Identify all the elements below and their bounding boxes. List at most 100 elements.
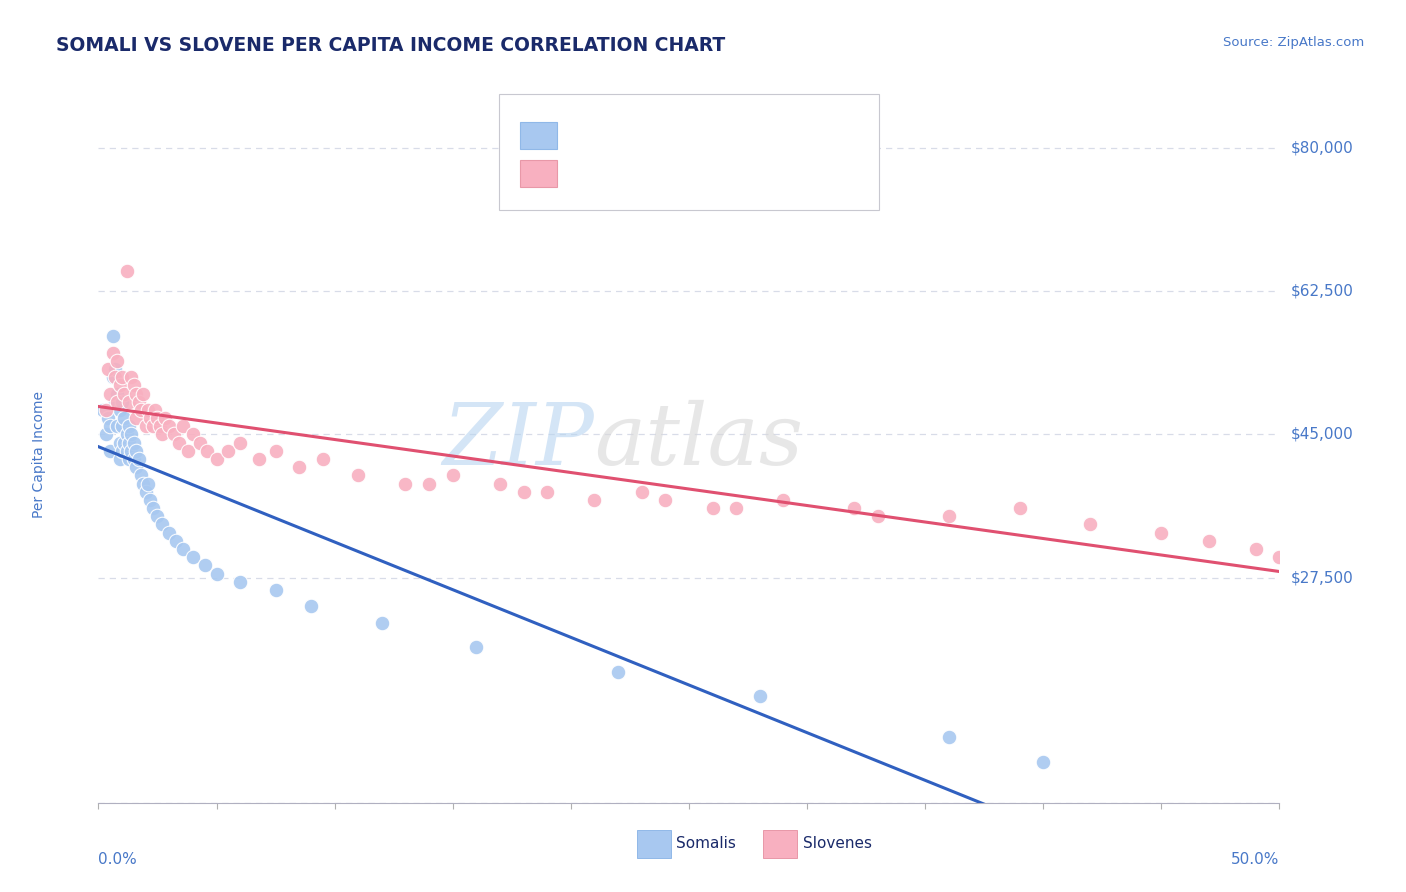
Point: [844, 501, 866, 516]
Point: [181, 427, 204, 442]
Point: [101, 370, 124, 384]
Text: $45,000: $45,000: [1291, 427, 1354, 442]
Point: [264, 582, 287, 597]
Point: [125, 460, 148, 475]
Text: $80,000: $80,000: [1291, 140, 1354, 155]
Point: [394, 476, 416, 491]
Point: [128, 394, 150, 409]
Point: [121, 427, 143, 442]
Point: [118, 394, 141, 409]
Text: 54: 54: [709, 128, 730, 143]
Point: [101, 329, 124, 343]
Point: [205, 452, 228, 467]
Point: [118, 452, 141, 467]
Point: [139, 492, 162, 507]
Text: Per Capita Income: Per Capita Income: [32, 392, 46, 518]
Text: R =: R =: [568, 166, 602, 181]
Text: SOMALI VS SLOVENE PER CAPITA INCOME CORRELATION CHART: SOMALI VS SLOVENE PER CAPITA INCOME CORR…: [56, 36, 725, 54]
Point: [136, 476, 159, 491]
Point: [105, 394, 128, 409]
Text: atlas: atlas: [595, 400, 804, 483]
Point: [118, 435, 141, 450]
Point: [139, 411, 162, 425]
Point: [94, 427, 117, 442]
Point: [163, 427, 186, 442]
Point: [172, 542, 194, 557]
Point: [748, 690, 770, 704]
Point: [654, 492, 676, 507]
Point: [264, 443, 287, 458]
Point: [465, 640, 488, 655]
Point: [150, 427, 173, 442]
Point: [217, 443, 239, 458]
Text: N =: N =: [673, 128, 707, 143]
Point: [181, 550, 204, 565]
Point: [149, 419, 172, 434]
Point: [135, 484, 157, 499]
Point: [108, 452, 131, 467]
Point: [104, 394, 127, 409]
Point: [121, 370, 143, 384]
Point: [129, 403, 152, 417]
Text: 50.0%: 50.0%: [1232, 852, 1279, 866]
Point: [125, 386, 148, 401]
Point: [132, 476, 155, 491]
Point: [136, 403, 159, 417]
Point: [607, 665, 630, 679]
Point: [229, 574, 252, 589]
Point: [94, 403, 117, 417]
Point: [104, 370, 127, 384]
Point: [157, 525, 180, 540]
Point: [194, 558, 217, 573]
Point: [167, 435, 190, 450]
Point: [105, 386, 128, 401]
Point: [97, 411, 120, 425]
Point: [702, 501, 724, 516]
Text: 0.0%: 0.0%: [98, 852, 138, 866]
Point: [489, 476, 512, 491]
Point: [142, 419, 165, 434]
Text: $62,500: $62,500: [1291, 284, 1354, 299]
Point: [725, 501, 748, 516]
Point: [583, 492, 606, 507]
Point: [1008, 501, 1031, 516]
Point: [938, 731, 960, 745]
Point: [111, 419, 134, 434]
Point: [1150, 525, 1173, 540]
Point: [125, 443, 148, 458]
Text: $27,500: $27,500: [1291, 570, 1354, 585]
Point: [112, 411, 135, 425]
Point: [91, 403, 114, 417]
Point: [347, 468, 370, 483]
Text: Somalis: Somalis: [676, 837, 737, 851]
Point: [1198, 533, 1220, 548]
Point: [630, 484, 652, 499]
Point: [115, 443, 138, 458]
Point: [125, 411, 148, 425]
Text: -0.440: -0.440: [607, 166, 662, 181]
Point: [121, 443, 143, 458]
Point: [1080, 517, 1102, 532]
Point: [866, 509, 889, 524]
Text: N =: N =: [673, 166, 707, 181]
Point: [97, 362, 120, 376]
Point: [115, 264, 138, 278]
Text: Source: ZipAtlas.com: Source: ZipAtlas.com: [1223, 36, 1364, 49]
Point: [371, 615, 394, 630]
Point: [142, 501, 165, 516]
Point: [115, 427, 138, 442]
Text: R =: R =: [568, 128, 602, 143]
Point: [299, 599, 322, 614]
Text: Slovenes: Slovenes: [803, 837, 872, 851]
Point: [122, 378, 145, 392]
Point: [128, 452, 150, 467]
Text: 65: 65: [709, 166, 730, 181]
Point: [157, 419, 180, 434]
Point: [111, 370, 134, 384]
Point: [98, 443, 121, 458]
Point: [165, 533, 187, 548]
Point: [111, 443, 134, 458]
Point: [98, 419, 121, 434]
Point: [247, 452, 270, 467]
Point: [150, 517, 173, 532]
